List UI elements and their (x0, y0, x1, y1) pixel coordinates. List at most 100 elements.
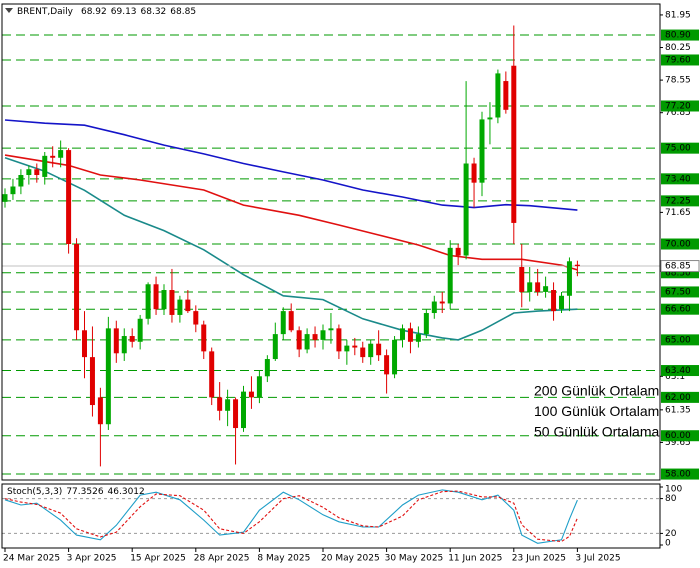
candle-body (105, 328, 111, 425)
candle-body (225, 399, 231, 411)
stoch-k-value: 77.3526 (66, 487, 103, 497)
candle-body (312, 334, 318, 340)
candle-body (407, 328, 413, 342)
candle-body (328, 328, 334, 331)
level-label-box (661, 267, 699, 279)
candle-body (89, 357, 95, 406)
candle-body (551, 290, 557, 312)
y-tick-label: 59.65 (665, 438, 691, 448)
candle-body (352, 345, 358, 348)
candle-body (400, 328, 405, 340)
moving-average-line (4, 119, 578, 211)
x-tick-label: 23 Jun 2025 (512, 554, 566, 564)
candle-body (177, 299, 183, 315)
candle-body (113, 328, 119, 354)
stoch-line (4, 489, 578, 544)
level-label-box (661, 238, 699, 250)
candle-body (58, 150, 64, 158)
level-label: 77.20 (665, 101, 691, 111)
current-price-box (660, 260, 700, 273)
level-label-box (661, 430, 699, 442)
y-tick-label: 80.25 (665, 43, 691, 53)
candle-body (26, 169, 32, 175)
menu-icon[interactable] (5, 8, 13, 13)
y-tick-label: 81.95 (665, 10, 691, 20)
level-label: 63.40 (665, 366, 691, 376)
y-tick-label: 63.1 (665, 372, 685, 382)
chart-header: BRENT,Daily 68.92 69.13 68.32 68.85 (17, 7, 196, 17)
candle-body (161, 290, 167, 310)
candle-body (320, 330, 326, 340)
current-price-label: 68.85 (665, 262, 691, 272)
candle-body (360, 347, 366, 358)
candle-body (34, 169, 40, 175)
level-label-box (661, 334, 699, 346)
level-label: 75.00 (665, 144, 691, 154)
x-tick-label: 28 Apr 2025 (194, 554, 250, 564)
level-label: 60.00 (665, 431, 691, 441)
level-label: 70.00 (665, 240, 691, 250)
candle-body (543, 286, 549, 292)
level-label-box (661, 286, 699, 298)
legend-entry: 100 Günlük Ortalama (534, 403, 667, 419)
candle-body (336, 328, 342, 352)
high-value: 69.13 (111, 7, 137, 17)
candle-body (463, 163, 469, 256)
symbol-title: BRENT,Daily (17, 7, 74, 17)
candle-body (145, 284, 151, 319)
candle-body (74, 244, 80, 331)
x-tick-label: 3 Apr 2025 (67, 554, 117, 564)
x-tick-label: 11 Jun 2025 (448, 554, 502, 564)
candle-body (256, 376, 262, 398)
level-label-box (661, 100, 699, 112)
candle-body (296, 330, 302, 350)
candle-body (535, 282, 541, 292)
x-tick-label: 20 May 2025 (321, 554, 380, 564)
stoch-title: Stoch(5,3,3) (7, 487, 62, 497)
level-label: 67.50 (665, 287, 691, 297)
candle-body (288, 311, 294, 331)
candle-body (519, 267, 525, 292)
stoch-line (4, 490, 578, 543)
stoch-tick-label: 0 (665, 539, 671, 549)
candle-body (209, 351, 215, 398)
close-value: 68.85 (170, 7, 196, 17)
y-tick-label: 71.65 (665, 208, 691, 218)
x-tick-label: 15 Apr 2025 (130, 554, 186, 564)
candle-body (185, 299, 191, 312)
candle-body (137, 318, 143, 342)
legend-entry: 50 Günlük Ortalama (534, 424, 659, 440)
level-label-box (661, 303, 699, 315)
stoch-frame (1, 483, 661, 549)
x-tick-label: 30 May 2025 (385, 554, 444, 564)
candle-body (368, 343, 374, 358)
candle-body (304, 334, 310, 350)
candle-body (66, 150, 72, 245)
candle-body (574, 264, 580, 267)
candle-body (376, 343, 382, 356)
x-tick-label: 24 Mar 2025 (3, 554, 60, 564)
stoch-tick-label: 20 (665, 529, 677, 539)
level-label-box (661, 468, 699, 480)
candle-body (2, 194, 8, 202)
y-tick-label: 76.85 (665, 108, 691, 118)
axis-layer: 81.95 80.25 78.55 76.85 71.65 63.1 61.35 59.65 8… (3, 10, 700, 564)
candle-body (248, 391, 254, 398)
candle-body (455, 247, 461, 256)
candle-body (344, 345, 350, 352)
level-label: 58.00 (665, 470, 691, 480)
level-label-box (661, 142, 699, 154)
stoch-header: Stoch(5,3,3) 77.3526 46.3012 (7, 487, 145, 497)
level-label: 66.60 (665, 305, 691, 315)
candle-body (129, 336, 135, 342)
candle-body (50, 155, 56, 158)
open-value: 68.92 (81, 7, 107, 17)
x-tick-label: 8 May 2025 (257, 554, 310, 564)
candle-body (559, 295, 564, 310)
candle-body (241, 391, 246, 429)
candle-body (431, 301, 437, 314)
level-label: 80.90 (665, 31, 691, 41)
candle-body (10, 186, 16, 195)
